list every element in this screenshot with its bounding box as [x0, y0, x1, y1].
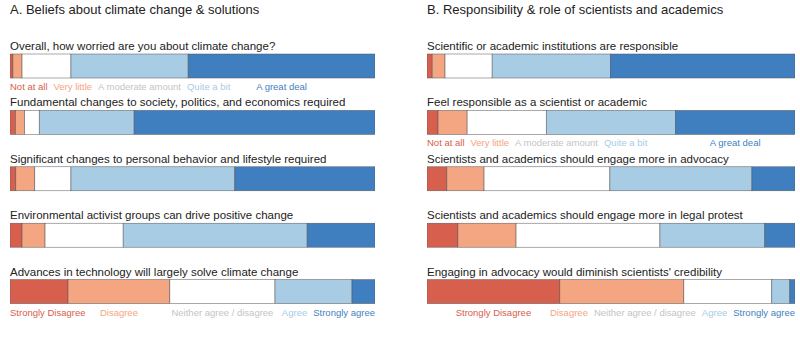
bar-segment — [10, 54, 13, 78]
bar-segment — [25, 110, 40, 134]
scale-labels: Strongly Disagree Disagree Neither agree /… — [456, 307, 795, 318]
bar-segment — [560, 280, 684, 304]
category-label: Engaging in advocacy would diminish scie… — [427, 266, 722, 278]
legend-label: A moderate amount — [515, 137, 598, 148]
bar-segment — [10, 110, 15, 134]
bar-segment — [307, 223, 375, 247]
bar-segment — [467, 110, 546, 134]
bar-segment — [752, 167, 795, 191]
category-label: Advances in technology will largely solv… — [10, 266, 298, 278]
bar-segment — [790, 280, 795, 304]
legend-label: Quite a bit — [187, 81, 231, 92]
bar-segment — [445, 54, 492, 78]
bar-segment — [16, 167, 35, 191]
category-label: Scientists and academics should engage m… — [427, 209, 744, 221]
bar-segment — [610, 54, 795, 78]
bar-segment — [427, 54, 432, 78]
category-label: Scientific or academic institutions are … — [427, 40, 678, 52]
series — [445, 54, 772, 304]
bar-segment — [427, 223, 458, 247]
category-label: Fundamental changes to society, politics… — [10, 96, 345, 108]
scale-label: Disagree — [100, 307, 138, 318]
bar-segment — [352, 280, 375, 304]
category-label: Feel responsible as a scientist or acade… — [427, 96, 647, 108]
bar-segment — [170, 280, 275, 304]
bar-segment — [71, 167, 235, 191]
legend: Not at all Very little A moderate amount Qu… — [10, 81, 307, 92]
scale-label: Strongly Disagree — [10, 307, 86, 318]
bar-segment — [432, 54, 445, 78]
scale-label: Strongly agree — [733, 307, 795, 318]
category-label: Significant changes to personal behavior… — [10, 153, 326, 165]
scale-label: Neither agree / disagree — [171, 307, 273, 318]
bar-segment — [275, 280, 352, 304]
legend-label: Not at all — [427, 137, 465, 148]
bar-segment — [123, 223, 307, 247]
category-label: Scientists and academics should engage m… — [427, 153, 729, 165]
scale-label: Neither agree / disagree — [594, 307, 696, 318]
bar-segment — [660, 223, 765, 247]
series — [610, 54, 795, 304]
panel: B. Responsibility & role of scientists a… — [427, 2, 795, 318]
bar-segment — [10, 167, 16, 191]
bar-segment — [35, 167, 71, 191]
bar-segment — [492, 54, 610, 78]
bar-segment — [516, 223, 660, 247]
category-label: Overall, how worried are you about clima… — [10, 40, 275, 52]
bar-segment — [22, 54, 71, 78]
bar-segment — [427, 110, 438, 134]
legend-label: Not at all — [10, 81, 48, 92]
bar-segment — [438, 110, 467, 134]
bars — [427, 54, 795, 304]
figure: A. Beliefs about climate change & soluti… — [0, 0, 800, 338]
scale-labels: Strongly Disagree Disagree Neither agree /… — [10, 307, 375, 318]
panel-title: B. Responsibility & role of scientists a… — [427, 2, 724, 17]
bar-segment — [610, 167, 752, 191]
bar-segment — [39, 110, 134, 134]
panel: A. Beliefs about climate change & soluti… — [10, 2, 375, 318]
scale-label: Strongly agree — [313, 307, 375, 318]
bar-segment — [10, 280, 68, 304]
bar-segment — [458, 223, 516, 247]
scale-label: Strongly Disagree — [456, 307, 532, 318]
legend-label: Quite a bit — [604, 137, 648, 148]
bar-segment — [45, 223, 123, 247]
legend: Not at all Very little A moderate amount Qu… — [427, 137, 761, 148]
bar-segment — [235, 167, 375, 191]
bar-segment — [71, 54, 188, 78]
bar-segment — [447, 167, 484, 191]
bars — [10, 54, 375, 304]
bar-segment — [15, 110, 24, 134]
bar-segment — [68, 280, 170, 304]
bar-segment — [546, 110, 675, 134]
category-label: Environmental activist groups can drive … — [10, 209, 293, 221]
bar-segment — [765, 223, 795, 247]
scale-label: Disagree — [550, 307, 588, 318]
legend-label: A moderate amount — [98, 81, 181, 92]
bar-segment — [134, 110, 375, 134]
legend-label: A great deal — [256, 81, 307, 92]
bar-segment — [684, 280, 772, 304]
bar-segment — [427, 167, 447, 191]
legend-label: Very little — [54, 81, 93, 92]
bar-segment — [22, 223, 45, 247]
bar-segment — [13, 54, 22, 78]
bar-segment — [484, 167, 610, 191]
bar-segment — [188, 54, 375, 78]
bar-segment — [675, 110, 795, 134]
panel-title: A. Beliefs about climate change & soluti… — [10, 2, 260, 17]
series — [492, 54, 790, 304]
scale-label: Agree — [702, 307, 727, 318]
bar-segment — [10, 223, 22, 247]
scale-label: Agree — [282, 307, 307, 318]
bar-segment — [772, 280, 790, 304]
bar-segment — [427, 280, 560, 304]
legend-label: Very little — [471, 137, 510, 148]
legend-label: A great deal — [710, 137, 761, 148]
